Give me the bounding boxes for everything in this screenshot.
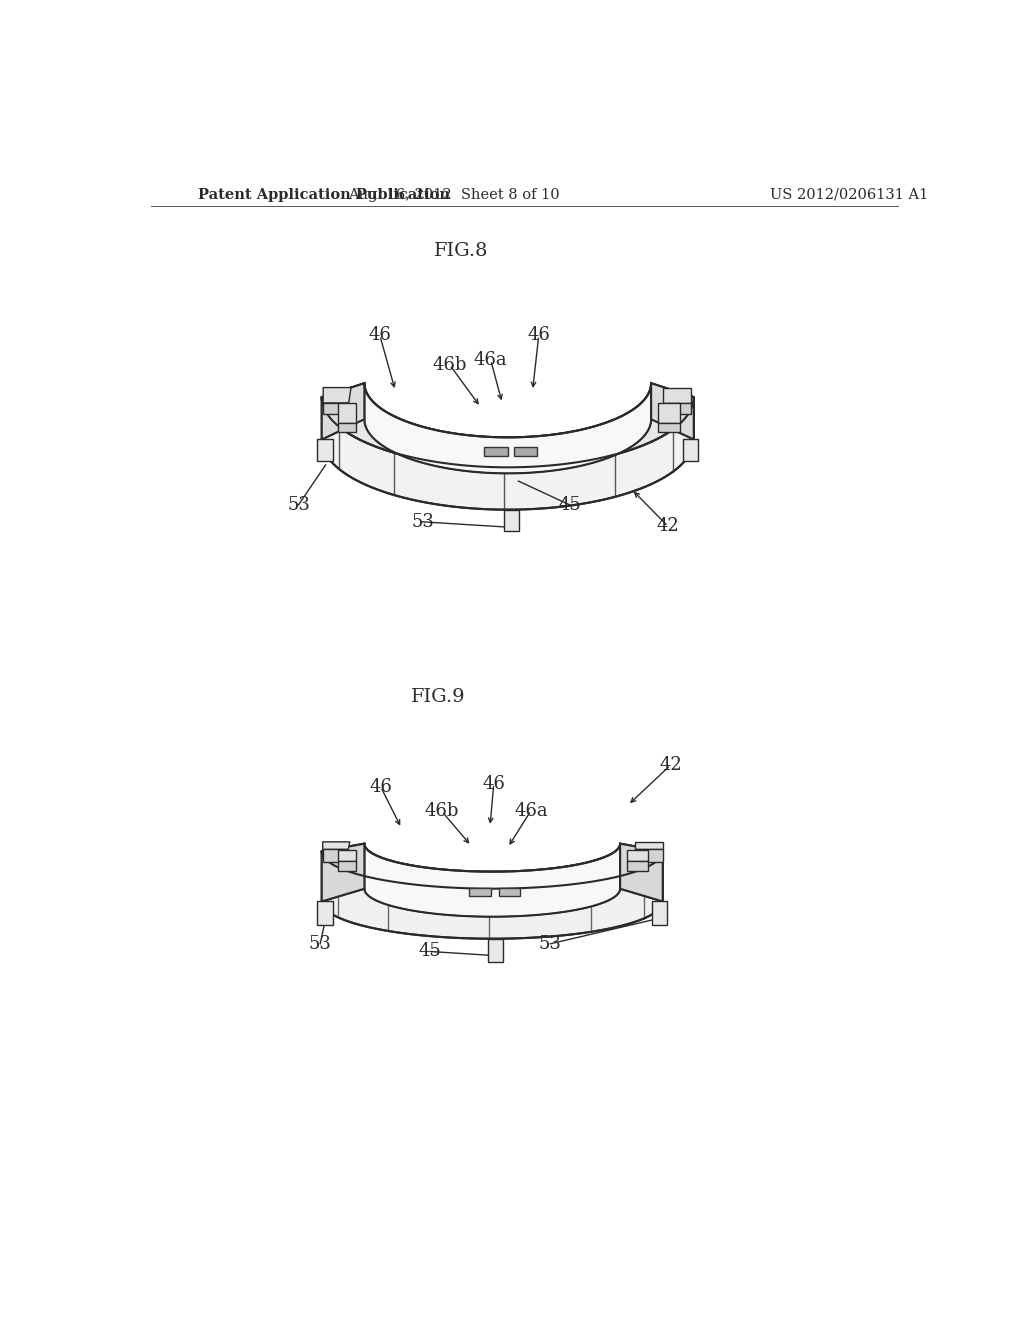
Text: Patent Application Publication: Patent Application Publication	[198, 187, 450, 202]
Polygon shape	[322, 843, 365, 902]
Polygon shape	[322, 383, 365, 440]
Text: 45: 45	[419, 942, 441, 961]
Polygon shape	[652, 902, 668, 924]
Polygon shape	[487, 939, 504, 962]
Polygon shape	[663, 403, 691, 413]
Text: 45: 45	[558, 496, 582, 513]
Text: 46: 46	[482, 775, 505, 792]
Polygon shape	[324, 388, 351, 403]
Polygon shape	[627, 861, 648, 871]
Text: Aug. 16, 2012  Sheet 8 of 10: Aug. 16, 2012 Sheet 8 of 10	[348, 187, 559, 202]
Polygon shape	[484, 447, 508, 457]
Text: 53: 53	[309, 935, 332, 953]
Polygon shape	[514, 447, 537, 457]
Text: 53: 53	[539, 935, 562, 953]
Polygon shape	[365, 843, 621, 916]
Polygon shape	[621, 843, 663, 902]
Polygon shape	[636, 850, 664, 862]
Text: 46b: 46b	[432, 356, 467, 374]
Text: 46b: 46b	[425, 803, 459, 820]
Polygon shape	[663, 388, 691, 403]
Polygon shape	[683, 440, 698, 461]
Text: FIG.9: FIG.9	[411, 689, 465, 706]
Text: 46: 46	[370, 777, 392, 796]
Text: 42: 42	[659, 756, 682, 774]
Polygon shape	[338, 403, 356, 422]
Polygon shape	[322, 397, 693, 510]
Polygon shape	[323, 842, 350, 850]
Text: US 2012/0206131 A1: US 2012/0206131 A1	[770, 187, 928, 202]
Text: 46: 46	[369, 326, 391, 345]
Polygon shape	[657, 422, 680, 432]
Polygon shape	[338, 850, 356, 861]
Polygon shape	[651, 383, 693, 440]
Text: 46a: 46a	[474, 351, 508, 370]
Polygon shape	[365, 383, 651, 474]
Text: FIG.8: FIG.8	[434, 242, 488, 260]
Polygon shape	[338, 861, 356, 871]
Text: 46a: 46a	[514, 801, 548, 820]
Text: 46: 46	[527, 326, 550, 345]
Polygon shape	[322, 843, 663, 888]
Text: 53: 53	[411, 513, 434, 531]
Polygon shape	[324, 403, 349, 413]
Text: 42: 42	[656, 517, 680, 536]
Text: 53: 53	[287, 496, 310, 513]
Polygon shape	[322, 383, 693, 467]
Polygon shape	[317, 902, 333, 924]
Polygon shape	[504, 510, 519, 531]
Polygon shape	[338, 422, 356, 432]
Polygon shape	[322, 851, 663, 939]
Polygon shape	[469, 888, 490, 896]
Polygon shape	[627, 850, 648, 861]
Polygon shape	[657, 403, 680, 422]
Polygon shape	[636, 842, 664, 850]
Polygon shape	[317, 440, 333, 461]
Polygon shape	[499, 888, 520, 896]
Polygon shape	[323, 850, 348, 862]
